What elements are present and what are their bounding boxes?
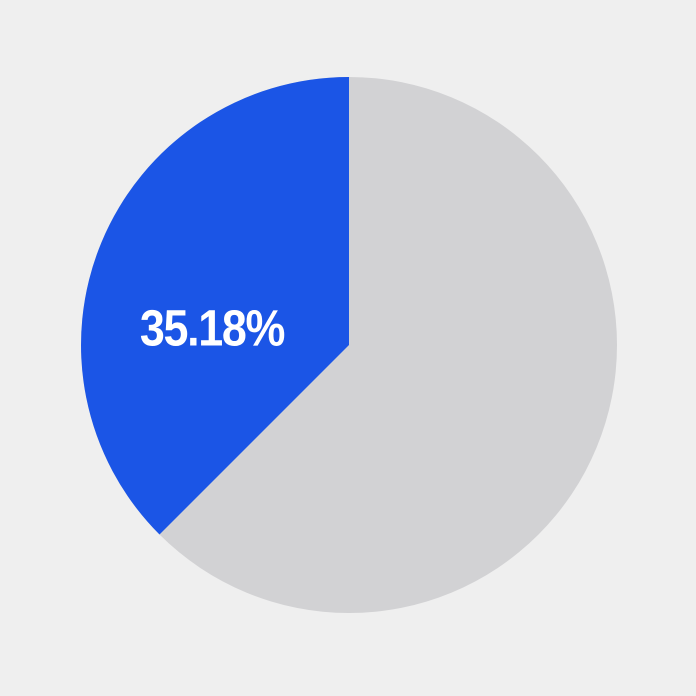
pie-chart-svg: [81, 77, 617, 613]
pie-slice-percentage-label: 35.18%: [139, 299, 286, 357]
pie-chart: [81, 77, 617, 613]
pie-slice-highlighted: [81, 77, 350, 535]
